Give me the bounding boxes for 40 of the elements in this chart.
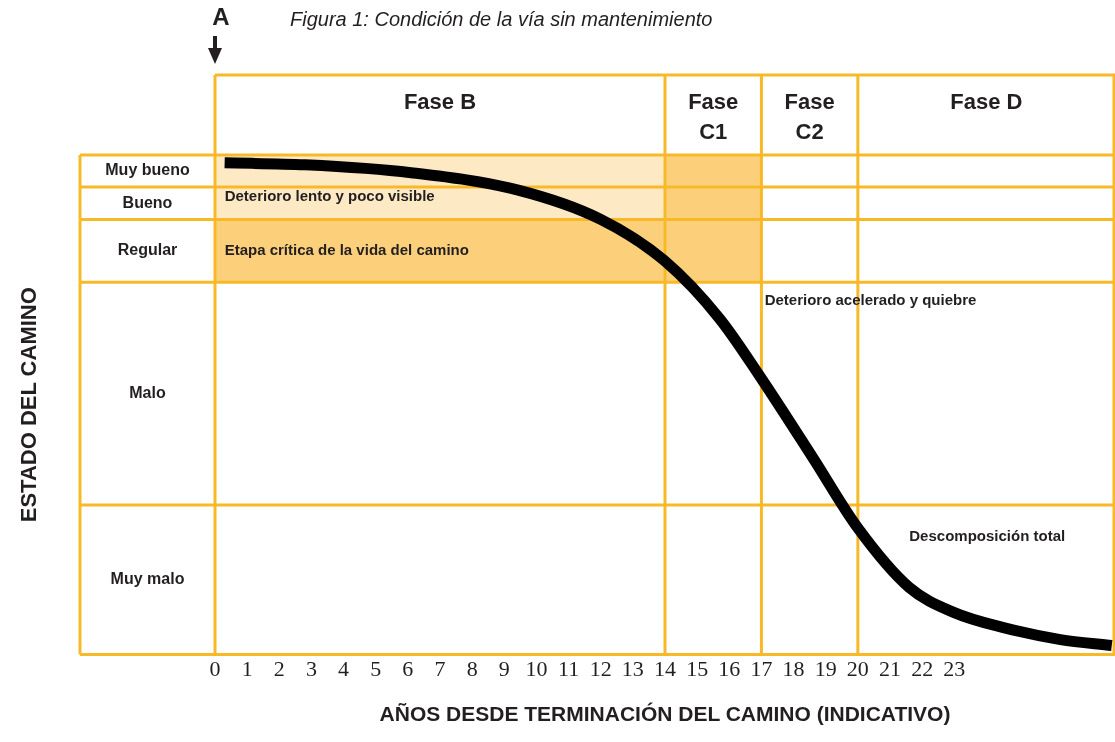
x-tick-label: 11 <box>557 656 580 682</box>
x-tick-label: 2 <box>273 656 285 682</box>
text: Fase C1 <box>688 89 739 145</box>
x-tick-label: 16 <box>718 656 741 682</box>
x-tick-label: 20 <box>846 656 869 682</box>
x-tick-label: 9 <box>498 656 510 682</box>
chart-title: Figura 1: Condición de la vía sin mantenimiento <box>290 7 713 30</box>
x-tick-label: 5 <box>370 656 382 682</box>
text: ESTADO DEL CAMINO <box>16 287 42 523</box>
text: Malo <box>129 384 166 402</box>
annotation: Etapa crítica de la vida del camino <box>224 241 469 259</box>
x-tick-label: 8 <box>466 656 478 682</box>
x-tick-label: 3 <box>305 656 317 682</box>
x-tick-label: 1 <box>241 656 253 682</box>
x-tick-label: 12 <box>589 656 612 682</box>
x-tick-label: 22 <box>911 656 934 682</box>
x-tick-label: 13 <box>621 656 644 682</box>
text: Muy malo <box>110 570 185 588</box>
x-tick-label: 14 <box>654 656 676 682</box>
x-tick-label: 23 <box>943 656 966 682</box>
annotation: Descomposición total <box>909 526 1066 544</box>
text: A <box>212 2 230 30</box>
text: Fase C2 <box>784 89 835 145</box>
x-tick-label: 6 <box>402 656 414 682</box>
x-tick-label: 0 <box>209 656 221 682</box>
text: Bueno <box>122 193 173 211</box>
text: Fase D <box>950 89 1023 115</box>
text: Muy bueno <box>105 161 190 179</box>
x-tick-label: 17 <box>750 656 773 682</box>
x-tick-label: 15 <box>686 656 709 682</box>
x-tick-label: 7 <box>434 656 446 682</box>
x-tick-label: 21 <box>879 656 901 682</box>
x-tick-label: 18 <box>782 656 805 682</box>
x-axis-title: AÑOS DESDE TERMINACIÓN DEL CAMINO (INDICATIVO) <box>379 702 951 726</box>
x-tick-label: 19 <box>814 656 837 682</box>
text: Regular <box>117 241 178 259</box>
x-tick-label: 4 <box>338 656 350 682</box>
x-tick-label: 10 <box>525 656 548 682</box>
annotation: Deterioro lento y poco visible <box>224 187 435 205</box>
text: Fase B <box>403 89 477 115</box>
